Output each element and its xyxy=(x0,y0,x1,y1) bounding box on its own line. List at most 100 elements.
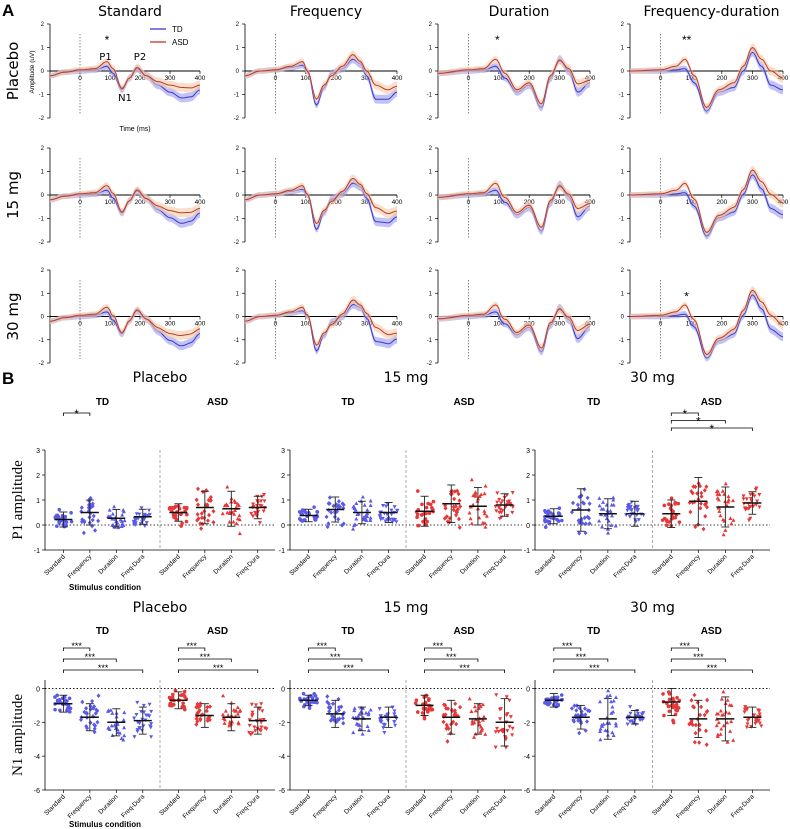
data-point xyxy=(667,709,672,714)
data-point xyxy=(110,711,115,715)
data-point xyxy=(341,720,346,726)
data-point xyxy=(92,704,97,709)
data-point xyxy=(582,487,587,492)
data-point xyxy=(583,712,588,717)
data-point xyxy=(609,513,614,518)
asd-erp-line xyxy=(630,46,784,108)
data-point xyxy=(67,710,72,714)
data-point xyxy=(441,719,446,725)
y-tick-label: -1 xyxy=(34,548,40,555)
data-point xyxy=(611,698,616,703)
data-point xyxy=(431,499,436,504)
data-point xyxy=(579,709,584,714)
data-point xyxy=(723,709,728,714)
data-point xyxy=(149,735,154,739)
x-tick-label: 200 xyxy=(716,321,727,328)
data-point xyxy=(729,719,734,724)
data-point xyxy=(60,513,65,518)
x-tick-label: Standard xyxy=(43,553,67,577)
data-point xyxy=(365,724,370,728)
data-point xyxy=(377,513,382,518)
data-point xyxy=(689,698,694,703)
data-point xyxy=(137,721,142,726)
significance-bracket xyxy=(308,647,336,651)
data-point xyxy=(641,711,646,715)
x-tick-label: 100 xyxy=(105,199,116,206)
data-point xyxy=(414,698,419,703)
data-point xyxy=(582,706,587,711)
data-point xyxy=(603,728,608,733)
data-point xyxy=(671,696,675,701)
data-point xyxy=(443,506,448,511)
data-point xyxy=(135,728,140,732)
data-point xyxy=(196,502,201,508)
data-point xyxy=(257,706,262,711)
data-point xyxy=(483,732,488,736)
data-point xyxy=(748,492,753,497)
data-point xyxy=(88,511,93,516)
significance-star: *** xyxy=(680,641,691,651)
peak-label-n1: N1 xyxy=(118,93,132,104)
x-tick-label: Freq-Dura xyxy=(612,793,638,819)
data-point xyxy=(606,688,611,693)
x-tick-label: 200 xyxy=(331,199,342,206)
data-point xyxy=(500,499,505,504)
data-point xyxy=(351,504,356,509)
x-axis-label: Stimulus condition xyxy=(69,583,141,592)
data-point xyxy=(425,710,430,714)
data-point xyxy=(134,712,139,717)
data-point xyxy=(693,730,698,736)
y-tick-label: -2 xyxy=(279,720,285,727)
data-point xyxy=(119,736,124,741)
legend-label-asd: ASD xyxy=(172,38,189,47)
data-point xyxy=(378,517,383,522)
data-point xyxy=(583,530,588,536)
data-point xyxy=(727,711,732,715)
data-point xyxy=(231,519,236,524)
data-point xyxy=(135,700,140,705)
data-point xyxy=(133,523,138,527)
data-point xyxy=(67,696,72,701)
x-tick-label: 300 xyxy=(165,199,176,206)
data-point xyxy=(207,498,212,503)
data-point xyxy=(132,735,137,739)
data-point xyxy=(352,706,357,710)
data-point xyxy=(93,723,98,729)
x-tick-label: 100 xyxy=(300,321,311,328)
x-tick-label: Freq-Dura xyxy=(366,553,392,579)
data-point xyxy=(726,499,731,504)
data-point xyxy=(368,498,373,503)
data-point xyxy=(677,520,682,524)
data-point xyxy=(609,523,614,527)
data-point xyxy=(184,519,189,524)
y-tick-label: -2 xyxy=(619,116,625,122)
x-tick-label: 300 xyxy=(747,199,758,206)
data-point xyxy=(497,497,502,502)
data-point xyxy=(327,495,332,500)
data-point xyxy=(741,497,746,502)
y-tick-label: -2 xyxy=(427,240,433,246)
data-point xyxy=(699,490,704,496)
data-point xyxy=(597,496,602,500)
asd-erp-line xyxy=(438,58,591,105)
x-tick-label: 100 xyxy=(493,199,504,206)
data-point xyxy=(305,700,309,704)
data-point xyxy=(84,710,89,716)
data-point xyxy=(425,519,429,524)
y-axis-label: N1 amplitude xyxy=(10,694,26,776)
data-point xyxy=(720,712,725,717)
significance-bracket xyxy=(553,669,636,673)
x-tick-label: Freq-Dura xyxy=(235,553,261,579)
data-point xyxy=(608,693,613,697)
data-point xyxy=(510,510,515,515)
data-point xyxy=(458,504,463,509)
x-tick-label: 0 xyxy=(78,321,82,328)
x-tick-label: 100 xyxy=(105,75,116,82)
data-point xyxy=(598,729,603,734)
data-point xyxy=(234,521,239,526)
group-label-asd: ASD xyxy=(453,626,474,637)
x-tick-label: 100 xyxy=(493,321,504,328)
data-point xyxy=(716,497,721,502)
x-tick-label: Frequency xyxy=(182,793,209,820)
y-tick-label: 2 xyxy=(429,22,433,28)
